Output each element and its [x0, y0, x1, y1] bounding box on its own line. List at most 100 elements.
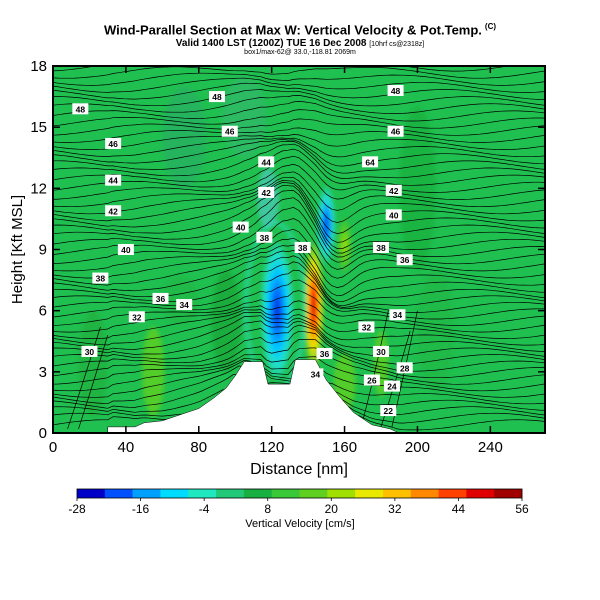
contour-label: 48: [72, 103, 89, 115]
isentrope-line: [53, 148, 545, 186]
x-tick-label: 200: [405, 439, 430, 456]
isentrope-line: [53, 101, 545, 122]
contour-label: 42: [258, 186, 275, 198]
contour-label-text: 40: [389, 210, 399, 220]
contour-label-text: 34: [393, 310, 403, 320]
isentrope-line: [78, 335, 109, 430]
x-tick-label: 160: [332, 439, 357, 456]
isentrope-line: [53, 139, 545, 167]
velocity-patch: [399, 106, 436, 270]
isentrope-line: [53, 66, 545, 79]
isentrope-line: [53, 207, 545, 263]
contour-label: 36: [152, 292, 169, 304]
contour-label-text: 38: [376, 243, 386, 253]
colorbar-swatch: [355, 489, 384, 498]
terrain: [53, 359, 545, 433]
contour-label-box: [105, 174, 122, 186]
contour-label-text: 38: [298, 243, 308, 253]
contour-label: 38: [373, 241, 389, 253]
contour-label: 46: [105, 137, 122, 149]
contour-label-text: 38: [96, 274, 106, 284]
y-tick-label: 18: [30, 58, 47, 75]
colorbar-swatch: [494, 489, 523, 498]
isentrope-line: [53, 171, 545, 211]
isentrope-line: [53, 182, 545, 243]
isentrope-line: [53, 42, 545, 57]
isentrope-line: [53, 218, 545, 270]
velocity-patch: [222, 76, 267, 158]
isentrope-line: [53, 66, 511, 72]
contour-label-text: 30: [376, 347, 386, 357]
isentrope-line: [53, 320, 545, 357]
contour-label-box: [387, 84, 404, 96]
contour-label: 46: [221, 125, 238, 137]
isentrope-line: [53, 279, 545, 320]
contour-label-text: 32: [362, 322, 372, 332]
contour-label: 30: [373, 345, 389, 357]
contour-label-box: [389, 309, 406, 321]
contour-label-box: [373, 241, 389, 253]
subtitle-text: Valid 1400 LST (1200Z) TUE 16 Dec 2008: [175, 38, 367, 49]
colorbar-swatch: [160, 489, 189, 498]
x-tick-label: 240: [478, 439, 503, 456]
contour-label: 32: [358, 321, 375, 333]
y-axis-label: Height [Kft MSL]: [9, 195, 26, 304]
contour-label-box: [358, 321, 375, 333]
colorbar-swatch: [438, 489, 467, 498]
contour-label-box: [294, 241, 311, 253]
contour-label: 44: [105, 174, 122, 186]
contour-label-text: 30: [85, 347, 95, 357]
contour-label: 42: [105, 205, 122, 217]
contour-label-text: 46: [108, 139, 118, 149]
contour-label: 44: [258, 156, 275, 168]
contour-label-text: 48: [76, 104, 86, 114]
isentrope-line: [53, 255, 545, 307]
colorbar-label: Vertical Velocity [cm/s]: [245, 518, 355, 530]
contour-label: 40: [385, 209, 402, 221]
contour-label: 32: [128, 311, 145, 323]
colorbar-tick-label: 44: [452, 502, 466, 516]
x-tick-label: 120: [259, 439, 284, 456]
contour-label-box: [316, 347, 333, 359]
contour-label-text: 40: [236, 223, 246, 233]
contour-label-text: 40: [121, 245, 131, 255]
colorbar-swatch: [188, 489, 217, 498]
isentrope-line: [53, 137, 545, 158]
isentrope-line: [53, 143, 545, 179]
contour-label-text: 24: [387, 382, 397, 392]
isentrope-line: [53, 190, 545, 254]
contour-label-box: [258, 156, 275, 168]
isentrope-line: [53, 237, 545, 288]
isentrope-line: [53, 347, 545, 385]
isentrope-line: [53, 180, 545, 234]
contour-label-text: 22: [384, 406, 394, 416]
isentrope-line: [53, 315, 545, 352]
velocity-feature-downdraft: [260, 241, 294, 380]
colorbar-swatch: [77, 489, 106, 498]
isentrope-line: [53, 338, 545, 379]
contour-label-text: 64: [365, 157, 375, 167]
contour-label-text: 46: [391, 127, 401, 137]
colorbar-tick-label: 20: [325, 502, 339, 516]
contour-label: 36: [396, 254, 413, 266]
isentrope-line: [53, 356, 545, 392]
colorbar-swatch: [243, 489, 272, 498]
y-tick-label: 0: [39, 425, 47, 442]
isentrope-line: [53, 406, 545, 424]
isentrope-line: [53, 228, 545, 279]
contour-label-box: [385, 184, 402, 196]
colorbar-tick-label: 32: [388, 502, 402, 516]
contour-label-box: [176, 299, 193, 311]
isentrope-line: [53, 382, 545, 416]
colorbar-tick-label: -28: [68, 502, 86, 516]
colorbar-tick-label: 56: [515, 502, 529, 516]
velocity-patch: [257, 167, 279, 230]
contour-label-box: [209, 91, 225, 103]
colorbar-swatch: [410, 489, 439, 498]
contour-label: 40: [117, 244, 134, 255]
contour-label-box: [72, 103, 89, 115]
contour-label-box: [117, 244, 134, 255]
contour-label-box: [232, 221, 249, 233]
colorbar-swatch: [466, 489, 495, 498]
